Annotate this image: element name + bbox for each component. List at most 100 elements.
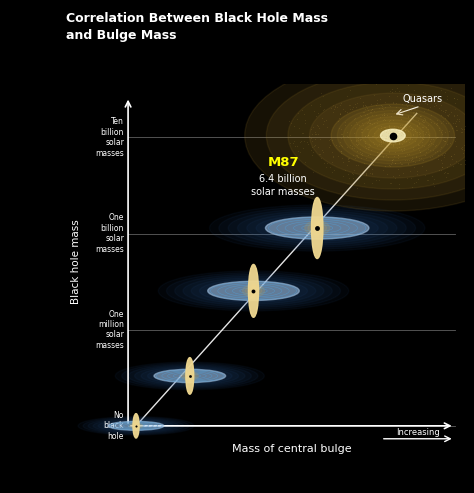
Point bbox=[364, 131, 372, 139]
Point bbox=[411, 126, 419, 134]
Point bbox=[438, 86, 445, 94]
Point bbox=[424, 105, 432, 113]
Ellipse shape bbox=[256, 215, 378, 241]
Point bbox=[359, 101, 366, 108]
Point bbox=[419, 127, 427, 135]
Point bbox=[336, 101, 344, 109]
Point bbox=[307, 146, 315, 154]
Point bbox=[419, 123, 427, 131]
Point bbox=[345, 154, 352, 162]
Point bbox=[442, 106, 449, 114]
Point bbox=[420, 106, 428, 114]
Point bbox=[294, 147, 302, 155]
Ellipse shape bbox=[314, 226, 320, 230]
Point bbox=[407, 174, 414, 182]
Point bbox=[393, 134, 401, 142]
Point bbox=[413, 171, 421, 178]
Point bbox=[471, 136, 474, 143]
Point bbox=[312, 112, 320, 120]
Point bbox=[296, 124, 303, 132]
Point bbox=[383, 138, 391, 145]
Point bbox=[410, 179, 418, 187]
Point bbox=[426, 104, 434, 111]
Point bbox=[438, 151, 446, 159]
Point bbox=[317, 154, 324, 162]
Point bbox=[372, 80, 379, 88]
Ellipse shape bbox=[219, 207, 416, 249]
Point bbox=[291, 142, 299, 150]
Point bbox=[421, 89, 428, 97]
Ellipse shape bbox=[93, 419, 179, 433]
Ellipse shape bbox=[188, 371, 191, 381]
Point bbox=[299, 144, 307, 152]
Ellipse shape bbox=[181, 372, 199, 380]
Point bbox=[448, 155, 456, 163]
Point bbox=[419, 88, 427, 96]
Point bbox=[400, 121, 408, 129]
Point bbox=[409, 126, 416, 134]
Point bbox=[402, 137, 410, 145]
Point bbox=[422, 128, 429, 136]
Point bbox=[433, 118, 441, 126]
Point bbox=[329, 108, 337, 116]
Point bbox=[301, 116, 309, 124]
Ellipse shape bbox=[83, 418, 189, 434]
Point bbox=[397, 160, 404, 168]
Point bbox=[381, 163, 389, 171]
Point bbox=[450, 94, 457, 102]
Point bbox=[433, 134, 441, 141]
Point bbox=[402, 133, 410, 141]
Point bbox=[358, 151, 365, 159]
Point bbox=[317, 89, 325, 97]
Point bbox=[320, 117, 328, 125]
Point bbox=[402, 123, 410, 131]
Point bbox=[361, 106, 369, 113]
Ellipse shape bbox=[133, 414, 139, 438]
Text: Correlation Between Black Hole Mass
and Bulge Mass: Correlation Between Black Hole Mass and … bbox=[66, 12, 328, 42]
Point bbox=[359, 121, 367, 129]
Point bbox=[319, 120, 327, 128]
Ellipse shape bbox=[141, 367, 238, 385]
Point bbox=[337, 109, 344, 117]
Point bbox=[328, 104, 335, 112]
Point bbox=[416, 112, 424, 120]
Point bbox=[469, 141, 474, 149]
Point bbox=[325, 143, 333, 151]
Point bbox=[422, 123, 429, 131]
Ellipse shape bbox=[251, 289, 256, 292]
Point bbox=[310, 142, 318, 150]
Point bbox=[298, 130, 305, 138]
Point bbox=[392, 130, 399, 138]
Point bbox=[312, 130, 319, 138]
Text: Ten
billion
solar
masses: Ten billion solar masses bbox=[95, 117, 124, 158]
Point bbox=[396, 123, 403, 131]
Point bbox=[421, 116, 428, 124]
Point bbox=[392, 132, 400, 140]
Point bbox=[335, 141, 343, 149]
Point bbox=[469, 121, 474, 129]
Point bbox=[327, 163, 334, 171]
Ellipse shape bbox=[129, 423, 143, 429]
Point bbox=[382, 151, 390, 159]
Ellipse shape bbox=[122, 363, 258, 388]
Point bbox=[308, 143, 316, 151]
Ellipse shape bbox=[183, 276, 324, 306]
Point bbox=[388, 129, 395, 137]
Ellipse shape bbox=[189, 372, 191, 380]
Point bbox=[462, 160, 469, 168]
Ellipse shape bbox=[154, 369, 226, 383]
Point bbox=[367, 146, 375, 154]
Point bbox=[363, 125, 370, 133]
Point bbox=[415, 141, 422, 149]
Point bbox=[438, 159, 446, 167]
Point bbox=[368, 120, 376, 128]
Point bbox=[361, 159, 368, 167]
Point bbox=[374, 100, 381, 107]
Point bbox=[381, 123, 389, 131]
Point bbox=[379, 166, 386, 174]
Point bbox=[347, 121, 355, 129]
Point bbox=[394, 123, 401, 131]
Ellipse shape bbox=[350, 113, 436, 158]
Point bbox=[460, 125, 467, 133]
Point bbox=[418, 154, 425, 162]
